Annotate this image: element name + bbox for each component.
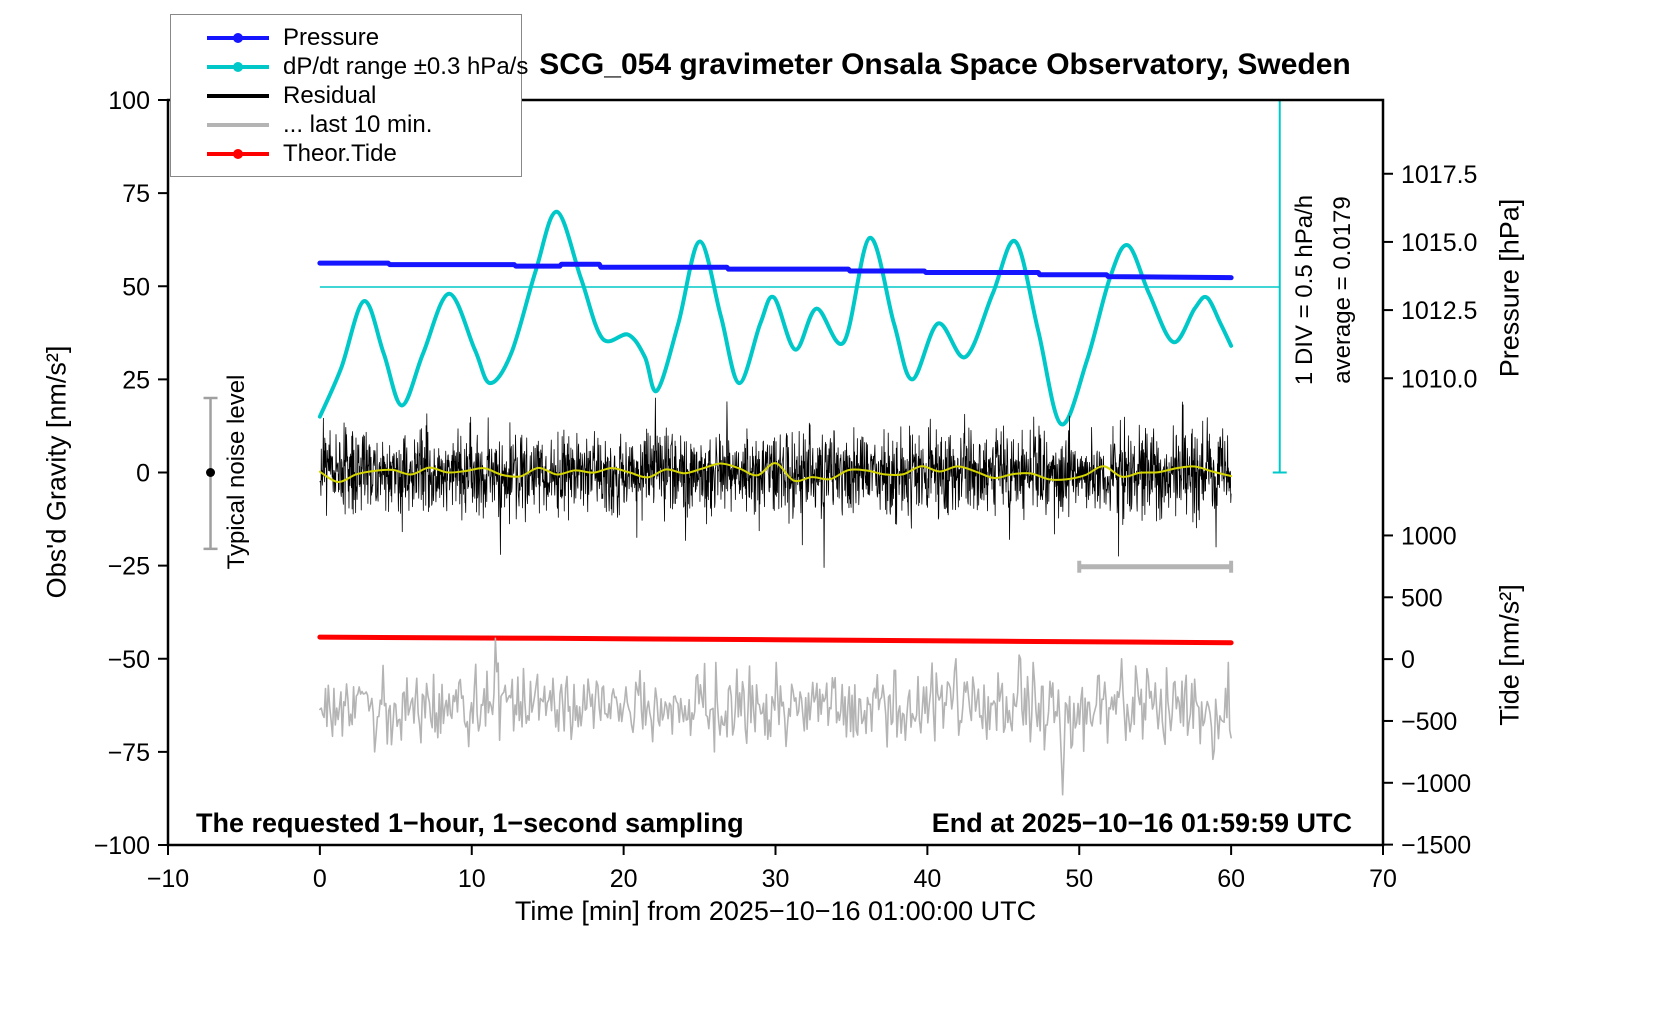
average-label: average = 0.0179	[1329, 196, 1356, 384]
tide-axis-label: Tide [nm/s²]	[1494, 584, 1525, 726]
y-tick-label: 50	[122, 273, 150, 301]
tide-axis-ticks	[1383, 534, 1393, 846]
pressure-tick-label: 1015.0	[1401, 229, 1477, 257]
y-tick-label: 100	[108, 87, 150, 115]
series-dpdt-range	[317, 209, 1234, 427]
series-last-10-min	[319, 637, 1232, 796]
legend-item-label: Pressure	[283, 23, 380, 51]
plot-frame	[166, 98, 1385, 847]
legend-item: Pressure	[171, 23, 521, 52]
y-tick-label: 0	[136, 460, 150, 488]
legend-item: dP/dt range ±0.3 hPa/s	[171, 52, 528, 81]
pressure-tick-label: 1012.5	[1401, 297, 1477, 325]
page-title: SCG_054 gravimeter Onsala Space Observat…	[539, 48, 1351, 81]
x-tick-label: 70	[1369, 865, 1397, 893]
legend-item-label: ... last 10 min.	[283, 110, 433, 138]
legend-line-sample	[207, 91, 269, 101]
pressure-axis-label: Pressure [hPa]	[1494, 198, 1525, 378]
legend-item-label: Residual	[283, 81, 377, 109]
y-tick-label: 75	[122, 180, 150, 208]
x-axis-ticks	[167, 845, 1384, 855]
tide-tick-label: 1000	[1401, 522, 1457, 550]
legend-item: ... last 10 min.	[171, 110, 521, 139]
y-tick-label: 25	[122, 366, 150, 394]
x-axis-label: Time [min] from 2025−10−16 01:00:00 UTC	[514, 896, 1037, 926]
x-tick-label: 0	[313, 865, 327, 893]
legend-item: Residual	[171, 81, 521, 110]
noise-level-label: Typical noise level	[223, 374, 250, 570]
x-tick-label: 30	[762, 865, 790, 893]
legend-line-sample	[207, 148, 269, 159]
y-axis-ticks	[158, 99, 168, 846]
y-tick-label: −50	[108, 646, 150, 674]
tide-tick-label: 0	[1401, 646, 1415, 674]
legend-item: Theor.Tide	[171, 139, 521, 168]
x-tick-label: 60	[1217, 865, 1245, 893]
y-tick-label: −25	[108, 553, 150, 581]
legend-line-sample	[207, 120, 269, 130]
series-residual-smoothed	[318, 462, 1233, 483]
sampling-note: The requested 1−hour, 1−second sampling	[196, 808, 744, 838]
x-tick-label: 50	[1065, 865, 1093, 893]
x-tick-label: 40	[913, 865, 941, 893]
series-residual	[319, 397, 1232, 568]
x-tick-label: 20	[610, 865, 638, 893]
last-10-min-scale-bar	[1077, 560, 1234, 573]
end-time-note: End at 2025−10−16 01:59:59 UTC	[931, 808, 1352, 838]
legend: Pressure dP/dt range ±0.3 hPa/s Residual..…	[170, 14, 528, 177]
x-tick-label: −10	[147, 865, 189, 893]
series-theor-tide	[317, 634, 1234, 646]
typical-noise-errorbar	[203, 396, 218, 551]
y-axis-label: Obs'd Gravity [nm/s²]	[41, 345, 72, 599]
legend-item-label: dP/dt range ±0.3 hPa/s	[283, 52, 529, 80]
tide-tick-label: 500	[1401, 584, 1443, 612]
legend-item-label: Theor.Tide	[283, 139, 397, 167]
pressure-tick-label: 1010.0	[1401, 365, 1477, 393]
y-tick-label: −75	[108, 739, 150, 767]
x-tick-label: 10	[458, 865, 486, 893]
pressure-axis-ticks	[1383, 172, 1393, 380]
tide-tick-label: −1000	[1401, 770, 1471, 798]
legend-line-sample	[207, 32, 269, 43]
div-scale-label: 1 DIV = 0.5 hPa/h	[1291, 194, 1318, 386]
pressure-tick-label: 1017.5	[1401, 161, 1477, 189]
y-tick-label: −100	[94, 832, 150, 860]
series-pressure	[317, 260, 1234, 281]
tide-tick-label: −500	[1401, 708, 1457, 736]
legend-line-sample	[207, 61, 269, 72]
tide-tick-label: −1500	[1401, 832, 1471, 860]
